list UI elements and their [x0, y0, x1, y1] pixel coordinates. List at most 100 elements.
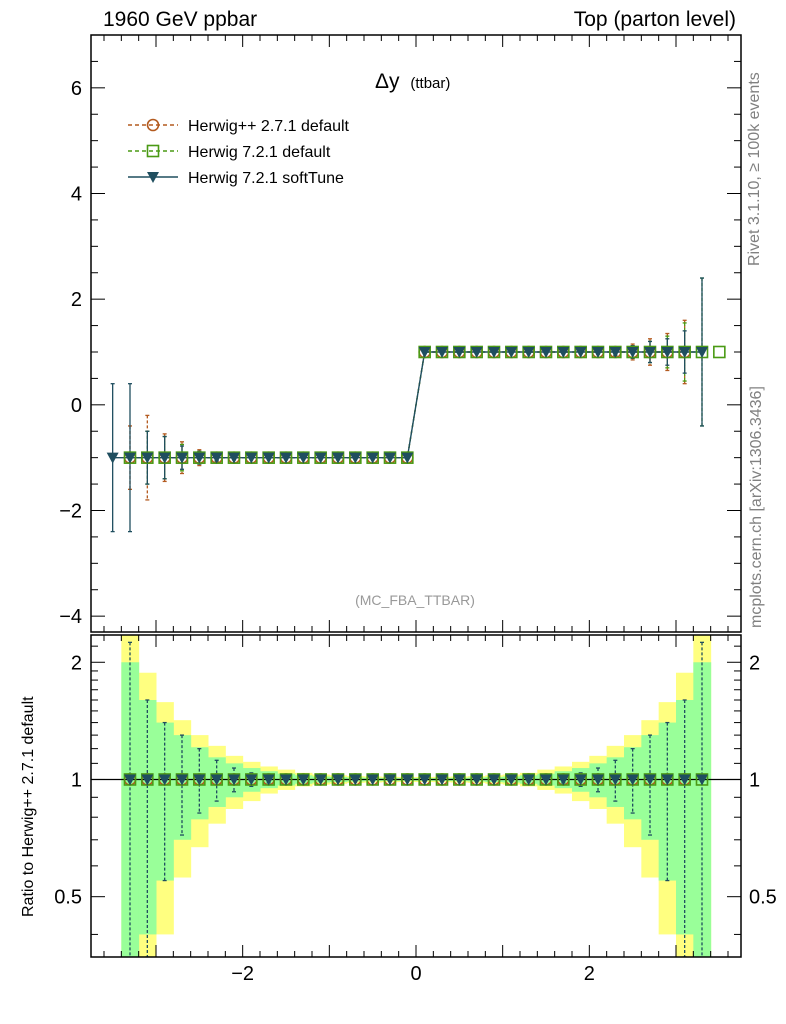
- ratio-panel: [91, 635, 741, 957]
- data-point: [297, 452, 310, 464]
- source-label: mcplots.cern.ch [arXiv:1306.3436]: [748, 386, 765, 628]
- data-point: [124, 452, 136, 464]
- data-point: [158, 452, 171, 464]
- data-point: [280, 452, 292, 464]
- ratio-marker: [644, 774, 656, 786]
- x-tick-label: 0: [410, 963, 421, 985]
- legend-marker: [146, 144, 160, 158]
- data-point: [384, 452, 396, 464]
- legend-label: Herwig 7.2.1 softTune: [188, 170, 344, 187]
- ratio-marker: [522, 774, 535, 786]
- data-point: [314, 452, 327, 464]
- ratio-marker: [678, 774, 691, 786]
- ratio-marker: [158, 774, 171, 786]
- ratio-marker: [436, 774, 448, 786]
- y-tick-label: 4: [71, 183, 82, 205]
- main-axes: −4 −2 0 2 4 6: [59, 34, 742, 957]
- data-point: [678, 346, 691, 358]
- ratio-ylabel: Ratio to Herwig++ 2.7.1 default: [20, 696, 37, 917]
- analysis-annotation: (MC_FBA_TTBAR): [355, 592, 475, 608]
- y-tick-label: 0: [71, 395, 82, 417]
- ratio-marker: [366, 774, 379, 786]
- ratio-marker: [314, 774, 327, 786]
- series-line: [112, 351, 702, 459]
- ratio-band-green: [156, 722, 174, 881]
- legend: Herwig++ 2.7.1 default Herwig 7.2.1 defau…: [128, 118, 350, 187]
- ratio-marker: [418, 774, 431, 786]
- y-tick-label: 6: [71, 78, 82, 100]
- ratio-y-tick-label: 1: [71, 769, 82, 791]
- data-point: [332, 452, 344, 464]
- data-point: [661, 346, 674, 358]
- ratio-marker: [470, 774, 483, 786]
- data-point: [470, 346, 483, 358]
- ratio-marker: [540, 774, 552, 786]
- ratio-marker: [262, 774, 275, 786]
- data-point: [401, 452, 414, 464]
- ratio-marker: [592, 774, 604, 786]
- data-point: [176, 452, 188, 464]
- data-point: [453, 346, 466, 358]
- ratio-marker: [280, 774, 292, 786]
- data-point: [522, 346, 535, 358]
- data-point: [106, 452, 119, 464]
- data-point: [592, 346, 604, 358]
- ratio-marker: [349, 774, 362, 786]
- header-process: Top (parton level): [573, 8, 736, 31]
- rivet-label: Rivet 3.1.10, ≥ 100k events: [746, 72, 763, 266]
- y-tick-label: −4: [59, 606, 82, 628]
- ratio-marker: [696, 774, 708, 786]
- ratio-marker: [176, 774, 188, 786]
- x-tick-label: −2: [231, 963, 254, 985]
- ratio-band-green: [658, 722, 677, 881]
- data-point: [696, 346, 708, 358]
- header-energy: 1960 GeV ppbar: [103, 8, 258, 31]
- ratio-marker: [453, 774, 466, 786]
- legend-marker: [146, 118, 160, 132]
- ratio-marker: [626, 774, 639, 786]
- ratio-marker: [505, 774, 518, 786]
- ratio-marker: [245, 774, 258, 786]
- main-panel: [106, 277, 726, 533]
- legend-marker: [147, 172, 159, 183]
- ratio-marker: [609, 774, 622, 786]
- y-tick-label: 2: [71, 289, 82, 311]
- data-point: [505, 346, 518, 358]
- ratio-marker: [574, 774, 587, 786]
- data-point: [644, 346, 656, 358]
- data-point: [193, 452, 206, 464]
- ratio-marker: [141, 774, 154, 786]
- data-point: [488, 346, 500, 358]
- plot-title: Δy (ttbar): [375, 70, 450, 93]
- ratio-marker: [661, 774, 674, 786]
- legend-label: Herwig++ 2.7.1 default: [188, 118, 350, 135]
- data-point: [349, 452, 362, 464]
- ratio-marker: [228, 774, 240, 786]
- ratio-marker: [401, 774, 414, 786]
- ratio-y-tick-label: 2: [71, 652, 82, 674]
- y-tick-label: −2: [59, 500, 82, 522]
- ratio-y-tick-label: 0.5: [54, 887, 82, 909]
- data-point: [366, 452, 379, 464]
- ratio-marker: [488, 774, 500, 786]
- data-point: [557, 346, 570, 358]
- ratio-y-tick-label-right: 1: [749, 769, 760, 791]
- ratio-marker: [210, 774, 223, 786]
- data-point: [609, 346, 622, 358]
- data-point: [626, 346, 639, 358]
- data-point: [574, 346, 587, 358]
- series-line: [130, 351, 685, 459]
- data-point: [436, 346, 448, 358]
- data-point: [418, 346, 431, 358]
- ratio-marker: [332, 774, 344, 786]
- plot-title-sub: (ttbar): [410, 75, 450, 92]
- ratio-marker: [557, 774, 570, 786]
- data-point: [210, 452, 223, 464]
- data-point: [262, 452, 275, 464]
- ratio-marker: [297, 774, 310, 786]
- ratio-marker: [384, 774, 396, 786]
- x-tick-label: 2: [584, 963, 595, 985]
- ratio-y-tick-label-right: 0.5: [749, 887, 777, 909]
- ratio-y-tick-label-right: 2: [749, 652, 760, 674]
